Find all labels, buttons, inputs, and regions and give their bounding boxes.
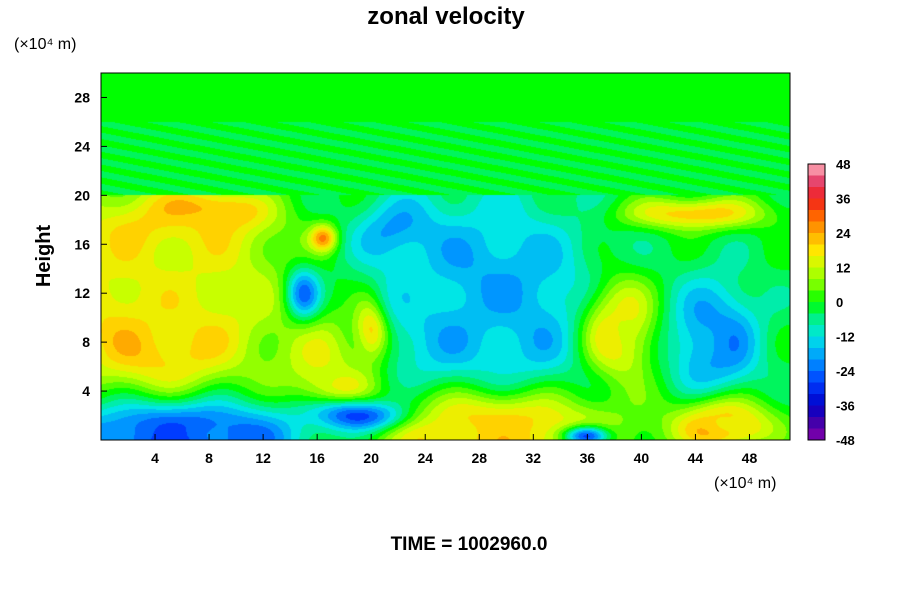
plot-frame [100,72,791,441]
colorbar-band [808,210,825,222]
colorbar-band [808,325,825,337]
colorbar-tick-label: 48 [836,157,850,172]
colorbar-band [808,256,825,268]
chart-title: zonal velocity [367,3,525,30]
colorbar-tick-label: 0 [836,295,843,310]
colorbar-tick-label: -24 [836,364,856,379]
x-axis-ticks: 4 8 12 16 20 24 28 32 36 40 44 48 [151,434,757,466]
colorbar-band [808,198,825,211]
colorbar-tick-label: 12 [836,261,850,276]
colorbar-tick-label: 36 [836,192,850,207]
x-tick-label: 12 [255,450,271,466]
x-tick-label: 36 [580,450,596,466]
colorbar-band [808,221,825,234]
colorbar-band [808,244,825,257]
x-tick-label: 8 [205,450,213,466]
y-tick-label: 12 [74,285,90,301]
colorbar-band [808,371,825,383]
y-tick-label: 20 [74,187,90,203]
colorbar-band [808,359,825,372]
colorbar-band [808,313,825,326]
y-tick-label: 8 [82,334,90,350]
plot-area [101,73,790,440]
x-tick-label: 48 [742,450,758,466]
y-axis-label: Height [33,225,55,288]
x-tick-label: 28 [471,450,487,466]
y-tick-label: 4 [82,383,90,399]
colorbar-band [808,382,825,395]
colorbar-band [808,279,825,291]
x-tick-label: 32 [526,450,542,466]
colorbar-band [808,187,825,199]
colorbar-band [808,336,825,349]
colorbar-band [808,405,825,418]
colorbar-band [808,394,825,406]
colorbar-tick-label: 24 [836,226,851,241]
y-unit-label: (×10⁴ m) [14,36,76,53]
colorbar-band [808,175,825,188]
colorbar-band [808,428,825,441]
x-tick-label: 16 [309,450,325,466]
x-unit-label: (×10⁴ m) [714,475,776,492]
colorbar-band [808,164,825,176]
x-tick-label: 20 [363,450,379,466]
y-axis-ticks: 4 8 12 16 20 24 28 [74,89,107,399]
velocity-field [101,73,790,440]
y-tick-label: 24 [74,138,90,154]
x-tick-label: 24 [417,450,433,466]
x-tick-label: 4 [151,450,159,466]
colorbar-band [808,417,825,429]
colorbar-frame [807,163,826,441]
colorbar-band [808,302,825,314]
colorbar-tick-label: -36 [836,399,855,414]
time-caption: TIME = 1002960.0 [391,534,548,555]
y-tick-label: 16 [74,236,90,252]
x-tick-label: 40 [634,450,650,466]
colorbar-band [808,290,825,303]
colorbar [807,163,826,441]
colorbar-band [808,233,825,245]
colorbar-ticks: 48 36 24 12 0 -12 -24 -36 -48 [836,157,856,448]
colorbar-band [808,267,825,280]
y-tick-label: 28 [74,89,90,105]
colorbar-tick-label: -48 [836,433,855,448]
x-tick-label: 44 [688,450,704,466]
colorbar-band [808,348,825,360]
colorbar-tick-label: -12 [836,330,855,345]
